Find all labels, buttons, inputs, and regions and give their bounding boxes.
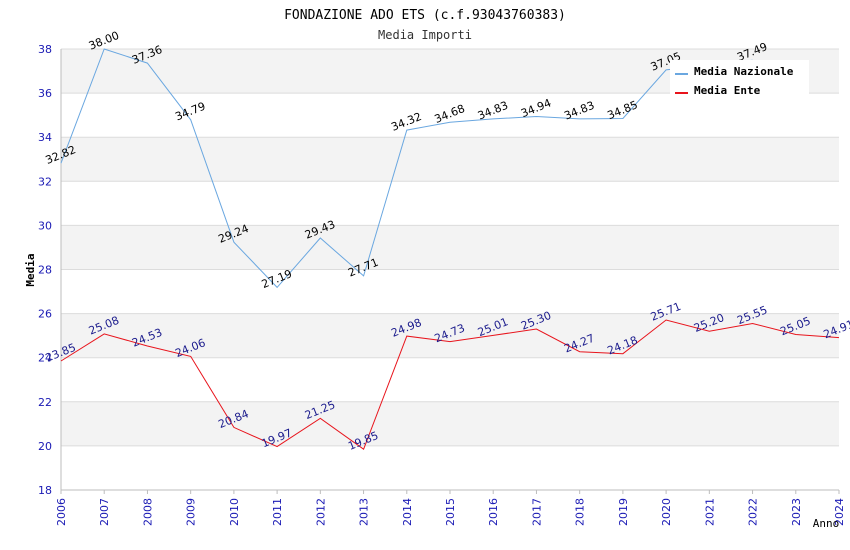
x-tick-label: 2009 (185, 498, 198, 526)
x-tick-label: 2022 (747, 498, 760, 526)
legend-box (670, 60, 809, 96)
y-tick-label: 20 (38, 440, 52, 453)
grid-band (61, 401, 839, 446)
grid-band (61, 445, 839, 490)
x-tick-label: 2006 (55, 498, 68, 526)
chart-title: FONDAZIONE ADO ETS (c.f.93043760383) (284, 8, 566, 23)
y-tick-label: 32 (38, 175, 52, 188)
x-tick-label: 2018 (574, 498, 587, 526)
x-tick-label: 2008 (141, 498, 154, 526)
x-tick-label: 2015 (444, 498, 457, 526)
legend: Media Nazionale Media Ente (670, 60, 809, 97)
y-tick-label: 22 (38, 396, 52, 409)
grid-band (61, 225, 839, 270)
y-tick-labels: 18 20 22 24 26 28 30 32 34 36 38 (38, 43, 52, 497)
x-tick-label: 2014 (401, 498, 414, 526)
x-tick-label: 2010 (228, 498, 241, 526)
x-tick-label: 2016 (487, 498, 500, 526)
x-tick-label: 2017 (530, 498, 543, 526)
x-tick-label: 2019 (617, 498, 630, 526)
y-tick-label: 26 (38, 308, 52, 321)
x-axis-label: Anno (813, 517, 840, 530)
grid-band (61, 313, 839, 358)
x-tick-label: 2013 (358, 498, 371, 526)
plot-background (61, 49, 839, 490)
y-tick-label: 28 (38, 264, 52, 277)
legend-label: Media Ente (694, 84, 761, 97)
series-lines (60, 48, 840, 450)
grid-band (61, 93, 839, 138)
series-line-0 (60, 48, 753, 289)
y-tick-label: 18 (38, 484, 52, 497)
x-tick-label: 2021 (703, 498, 716, 526)
y-axis-label: Media (24, 253, 37, 286)
x-tick-label: 2023 (790, 498, 803, 526)
series-line-1 (60, 319, 840, 450)
grid-band (61, 269, 839, 314)
y-tick-label: 30 (38, 219, 52, 232)
x-tick-label: 2012 (314, 498, 327, 526)
y-tick-label: 38 (38, 43, 52, 56)
legend-label: Media Nazionale (694, 65, 794, 78)
grid-band (61, 137, 839, 182)
x-tick-label: 2020 (660, 498, 673, 526)
grid-band (61, 181, 839, 226)
y-tick-label: 36 (38, 87, 52, 100)
grid-band (61, 357, 839, 402)
x-tick-label: 2007 (98, 498, 111, 526)
chart-subtitle: Media Importi (378, 28, 472, 42)
x-tick-labels: 2006 2007 2008 2009 2010 2011 2012 2013 2014 2015… (55, 490, 846, 526)
x-tick-label: 2024 (833, 498, 846, 526)
x-tick-label: 2011 (271, 498, 284, 526)
y-tick-label: 34 (38, 131, 52, 144)
y-tick-label: 24 (38, 352, 52, 365)
